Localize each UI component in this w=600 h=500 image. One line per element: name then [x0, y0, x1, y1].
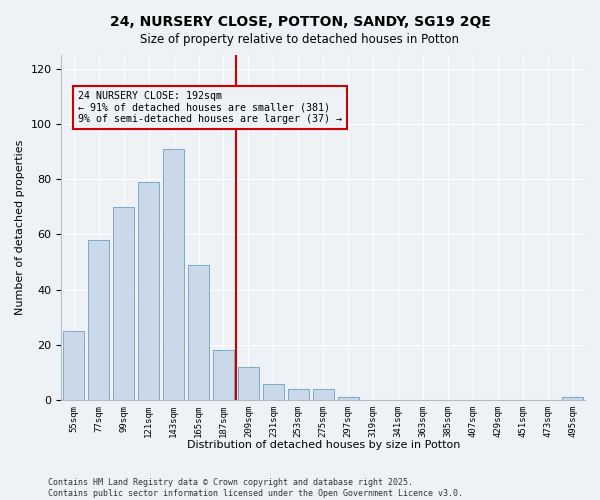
Bar	[163, 149, 184, 400]
Bar	[287, 389, 309, 400]
Y-axis label: Number of detached properties: Number of detached properties	[15, 140, 25, 315]
Bar	[263, 384, 284, 400]
Bar	[63, 331, 85, 400]
Text: Contains HM Land Registry data © Crown copyright and database right 2025.
Contai: Contains HM Land Registry data © Crown c…	[48, 478, 463, 498]
Bar	[88, 240, 109, 400]
Bar	[313, 389, 334, 400]
Bar	[213, 350, 234, 400]
Bar	[562, 398, 583, 400]
Text: 24 NURSERY CLOSE: 192sqm
← 91% of detached houses are smaller (381)
9% of semi-d: 24 NURSERY CLOSE: 192sqm ← 91% of detach…	[77, 91, 341, 124]
Text: Size of property relative to detached houses in Potton: Size of property relative to detached ho…	[140, 32, 460, 46]
Bar	[238, 367, 259, 400]
Bar	[113, 207, 134, 400]
Bar	[338, 398, 359, 400]
Bar	[138, 182, 159, 400]
Bar	[188, 265, 209, 400]
Text: 24, NURSERY CLOSE, POTTON, SANDY, SG19 2QE: 24, NURSERY CLOSE, POTTON, SANDY, SG19 2…	[110, 15, 490, 29]
X-axis label: Distribution of detached houses by size in Potton: Distribution of detached houses by size …	[187, 440, 460, 450]
